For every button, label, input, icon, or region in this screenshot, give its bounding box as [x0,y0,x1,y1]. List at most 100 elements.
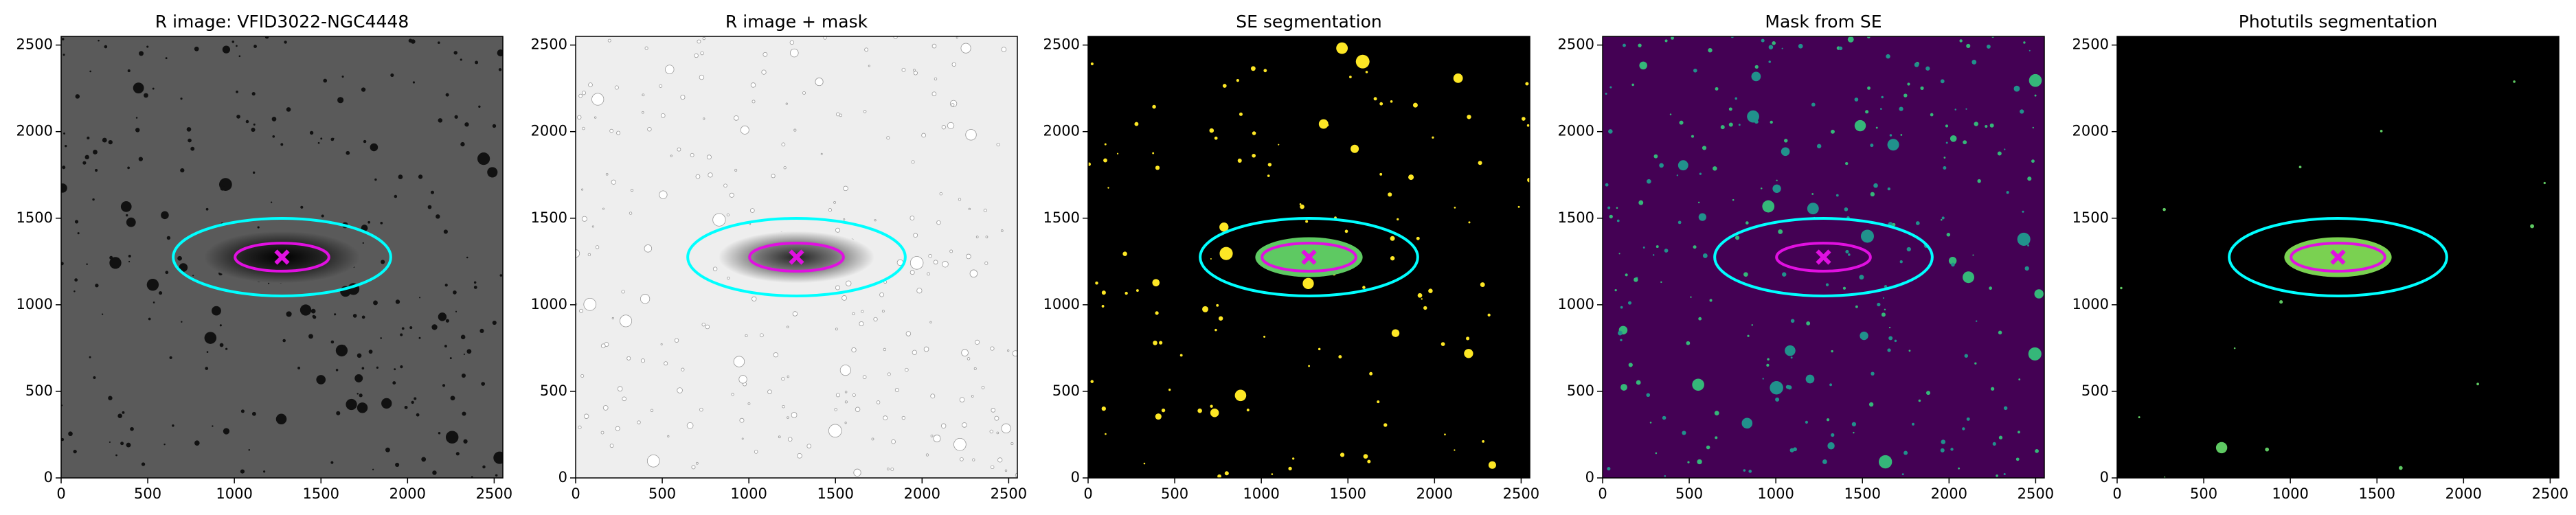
center-marker [2330,249,2346,265]
source [1355,54,1370,69]
source [1822,459,1827,464]
source [2018,431,2020,434]
source [1702,253,1708,258]
source [192,275,194,277]
source [179,263,188,272]
source [61,38,65,41]
source [1122,251,1127,256]
source [418,174,423,179]
source [1925,66,1930,71]
source [578,93,583,98]
source [1623,43,1626,47]
source [691,465,696,470]
source [222,45,230,54]
source [1440,342,1445,346]
source [1234,389,1247,402]
source [1143,462,1146,465]
source [361,87,366,92]
source [449,357,452,360]
x-tick-label: 0 [1083,485,1092,502]
source [894,387,899,393]
source [1954,108,1957,111]
source [1963,271,1974,284]
source [863,110,867,113]
source [126,442,131,448]
source [1974,122,1978,126]
source [381,398,392,409]
source [578,425,582,429]
source [959,397,965,402]
source [1107,187,1109,189]
y-tick-label: 0 [558,469,567,485]
source [781,142,786,147]
source [392,381,396,385]
source [1351,144,1359,153]
source [1010,442,1014,446]
source [600,343,606,349]
source [84,154,89,160]
source [236,115,240,119]
source [2006,191,2009,194]
source [334,313,337,316]
source [87,136,90,140]
x-tick-label: 2000 [2445,485,2482,502]
y-tick-label: 1500 [531,209,567,226]
source [941,125,946,130]
source [1951,262,1955,267]
source [2018,378,2021,380]
source [93,150,98,154]
source [463,439,468,444]
source [1412,102,1418,108]
source [940,423,947,428]
source [1217,474,1222,478]
panel-title: SE segmentation [1236,12,1381,32]
source [1527,177,1530,183]
source [126,217,136,227]
source [1105,433,1107,435]
source [477,152,490,165]
source [152,87,155,90]
source [1884,308,1886,311]
source [238,55,241,58]
source [1785,385,1790,389]
source [951,62,956,67]
source [1421,298,1423,300]
source [1652,254,1655,256]
x-tick-label: 2000 [1931,485,1967,502]
source [969,269,978,278]
source [697,39,701,44]
source [785,102,788,105]
source [909,256,924,270]
source [138,157,144,161]
source [1379,172,1383,176]
source [1488,461,1496,469]
source [1945,124,1948,128]
source [747,402,751,405]
source [1607,467,1611,471]
source [139,51,144,56]
source [404,405,408,409]
source [1302,277,1314,289]
source [640,294,651,304]
source [883,415,888,421]
source [411,400,414,404]
source [1464,349,1473,358]
source [1868,402,1874,407]
source [1338,355,1342,359]
source [1209,128,1214,133]
source [1125,291,1128,295]
source [1363,454,1368,459]
panel-title: Photutils segmentation [2239,12,2437,32]
panel: 0 500 1000 1500 2000 2500 0 500 1000 1500 2000 2500… [2072,12,2569,502]
y-tick-label: 1000 [2072,296,2109,312]
source [115,454,117,457]
source [1884,285,1888,288]
image [1603,36,2044,478]
source [460,58,462,61]
source [120,201,132,212]
source [127,69,131,73]
source [2013,85,2020,92]
source [1772,41,1776,45]
source [712,266,718,271]
source [454,115,458,119]
